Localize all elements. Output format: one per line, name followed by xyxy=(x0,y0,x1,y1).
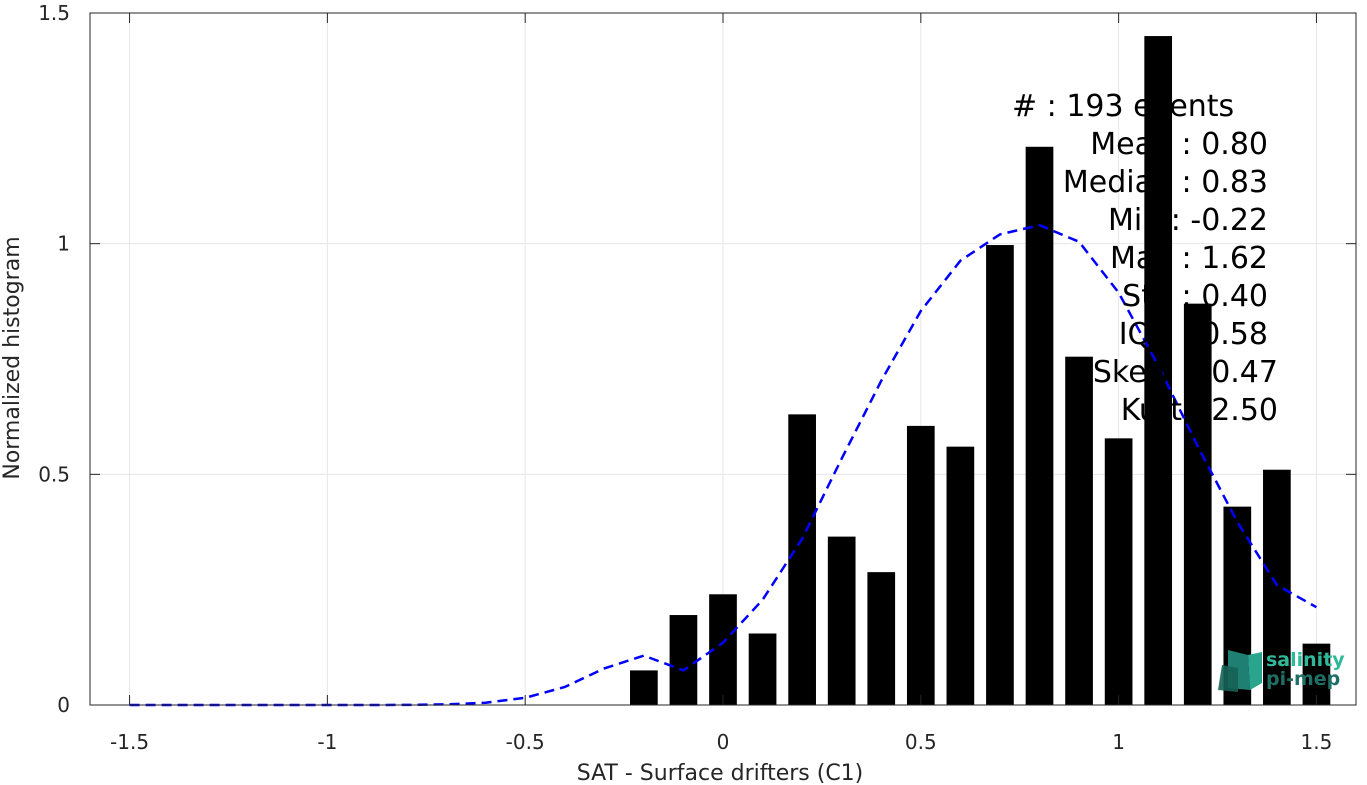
stat-line-4: Max : 1.62 xyxy=(1110,241,1268,276)
x-axis-ticks: -1.5 -1 -0.5 0 0.5 1 1.5 xyxy=(110,13,1332,754)
stat-line-0: # : 193 events xyxy=(1012,89,1234,124)
histogram-bars xyxy=(630,36,1331,706)
histogram-bar-1 xyxy=(669,615,698,705)
x-axis-label: SAT - Surface drifters (C1) xyxy=(577,761,864,785)
y-tick-label-2: 1 xyxy=(57,232,70,256)
stat-line-3: Min : -0.22 xyxy=(1108,203,1268,238)
stat-line-5: Std : 0.40 xyxy=(1122,279,1268,314)
logo-text-salinity: salinity xyxy=(1266,649,1345,671)
x-tick-label-0: -1.5 xyxy=(110,730,149,754)
stat-line-6: IQR : 0.58 xyxy=(1119,317,1268,352)
y-tick-label-0: 0 xyxy=(57,693,70,717)
stat-line-1: Mean : 0.80 xyxy=(1090,127,1268,162)
histogram-bar-11 xyxy=(1065,356,1093,705)
histogram-bar-7 xyxy=(906,425,935,705)
histogram-bar-14 xyxy=(1183,303,1212,705)
x-tick-label-6: 1.5 xyxy=(1301,730,1333,754)
histogram-bar-16 xyxy=(1263,469,1291,705)
y-axis-ticks: 0 0.5 1 1.5 xyxy=(38,1,1356,717)
y-tick-label-1: 0.5 xyxy=(38,462,70,486)
x-tick-label-2: -0.5 xyxy=(506,730,545,754)
stat-line-2: Median : 0.83 xyxy=(1063,165,1268,200)
histogram-bar-8 xyxy=(946,446,975,705)
x-tick-label-1: -1 xyxy=(317,730,337,754)
histogram-bar-6 xyxy=(867,572,896,705)
y-tick-label-3: 1.5 xyxy=(38,1,70,25)
histogram-bar-12 xyxy=(1104,438,1133,705)
histogram-bar-5 xyxy=(827,536,856,705)
histogram-bar-9 xyxy=(986,245,1014,705)
histogram-bar-17 xyxy=(1302,643,1331,705)
stat-line-7: Skew : -0.47 xyxy=(1093,355,1278,390)
logo-cube-icon xyxy=(1218,650,1262,692)
x-tick-label-5: 1 xyxy=(1112,730,1125,754)
histogram-bar-13 xyxy=(1144,36,1173,706)
histogram-bar-3 xyxy=(748,633,777,705)
x-tick-label-3: 0 xyxy=(717,730,730,754)
stat-line-8: Kurt : 2.50 xyxy=(1121,393,1278,428)
histogram-bar-10 xyxy=(1025,146,1054,705)
histogram-bar-4 xyxy=(788,414,816,705)
logo-text-pimep: pi-mep xyxy=(1266,668,1340,690)
salinity-pimep-logo: salinity pi-mep xyxy=(1218,649,1345,692)
histogram-bar-0 xyxy=(630,670,658,705)
y-axis-label: Normalized histogram xyxy=(0,236,25,479)
x-tick-label-4: 0.5 xyxy=(905,730,937,754)
